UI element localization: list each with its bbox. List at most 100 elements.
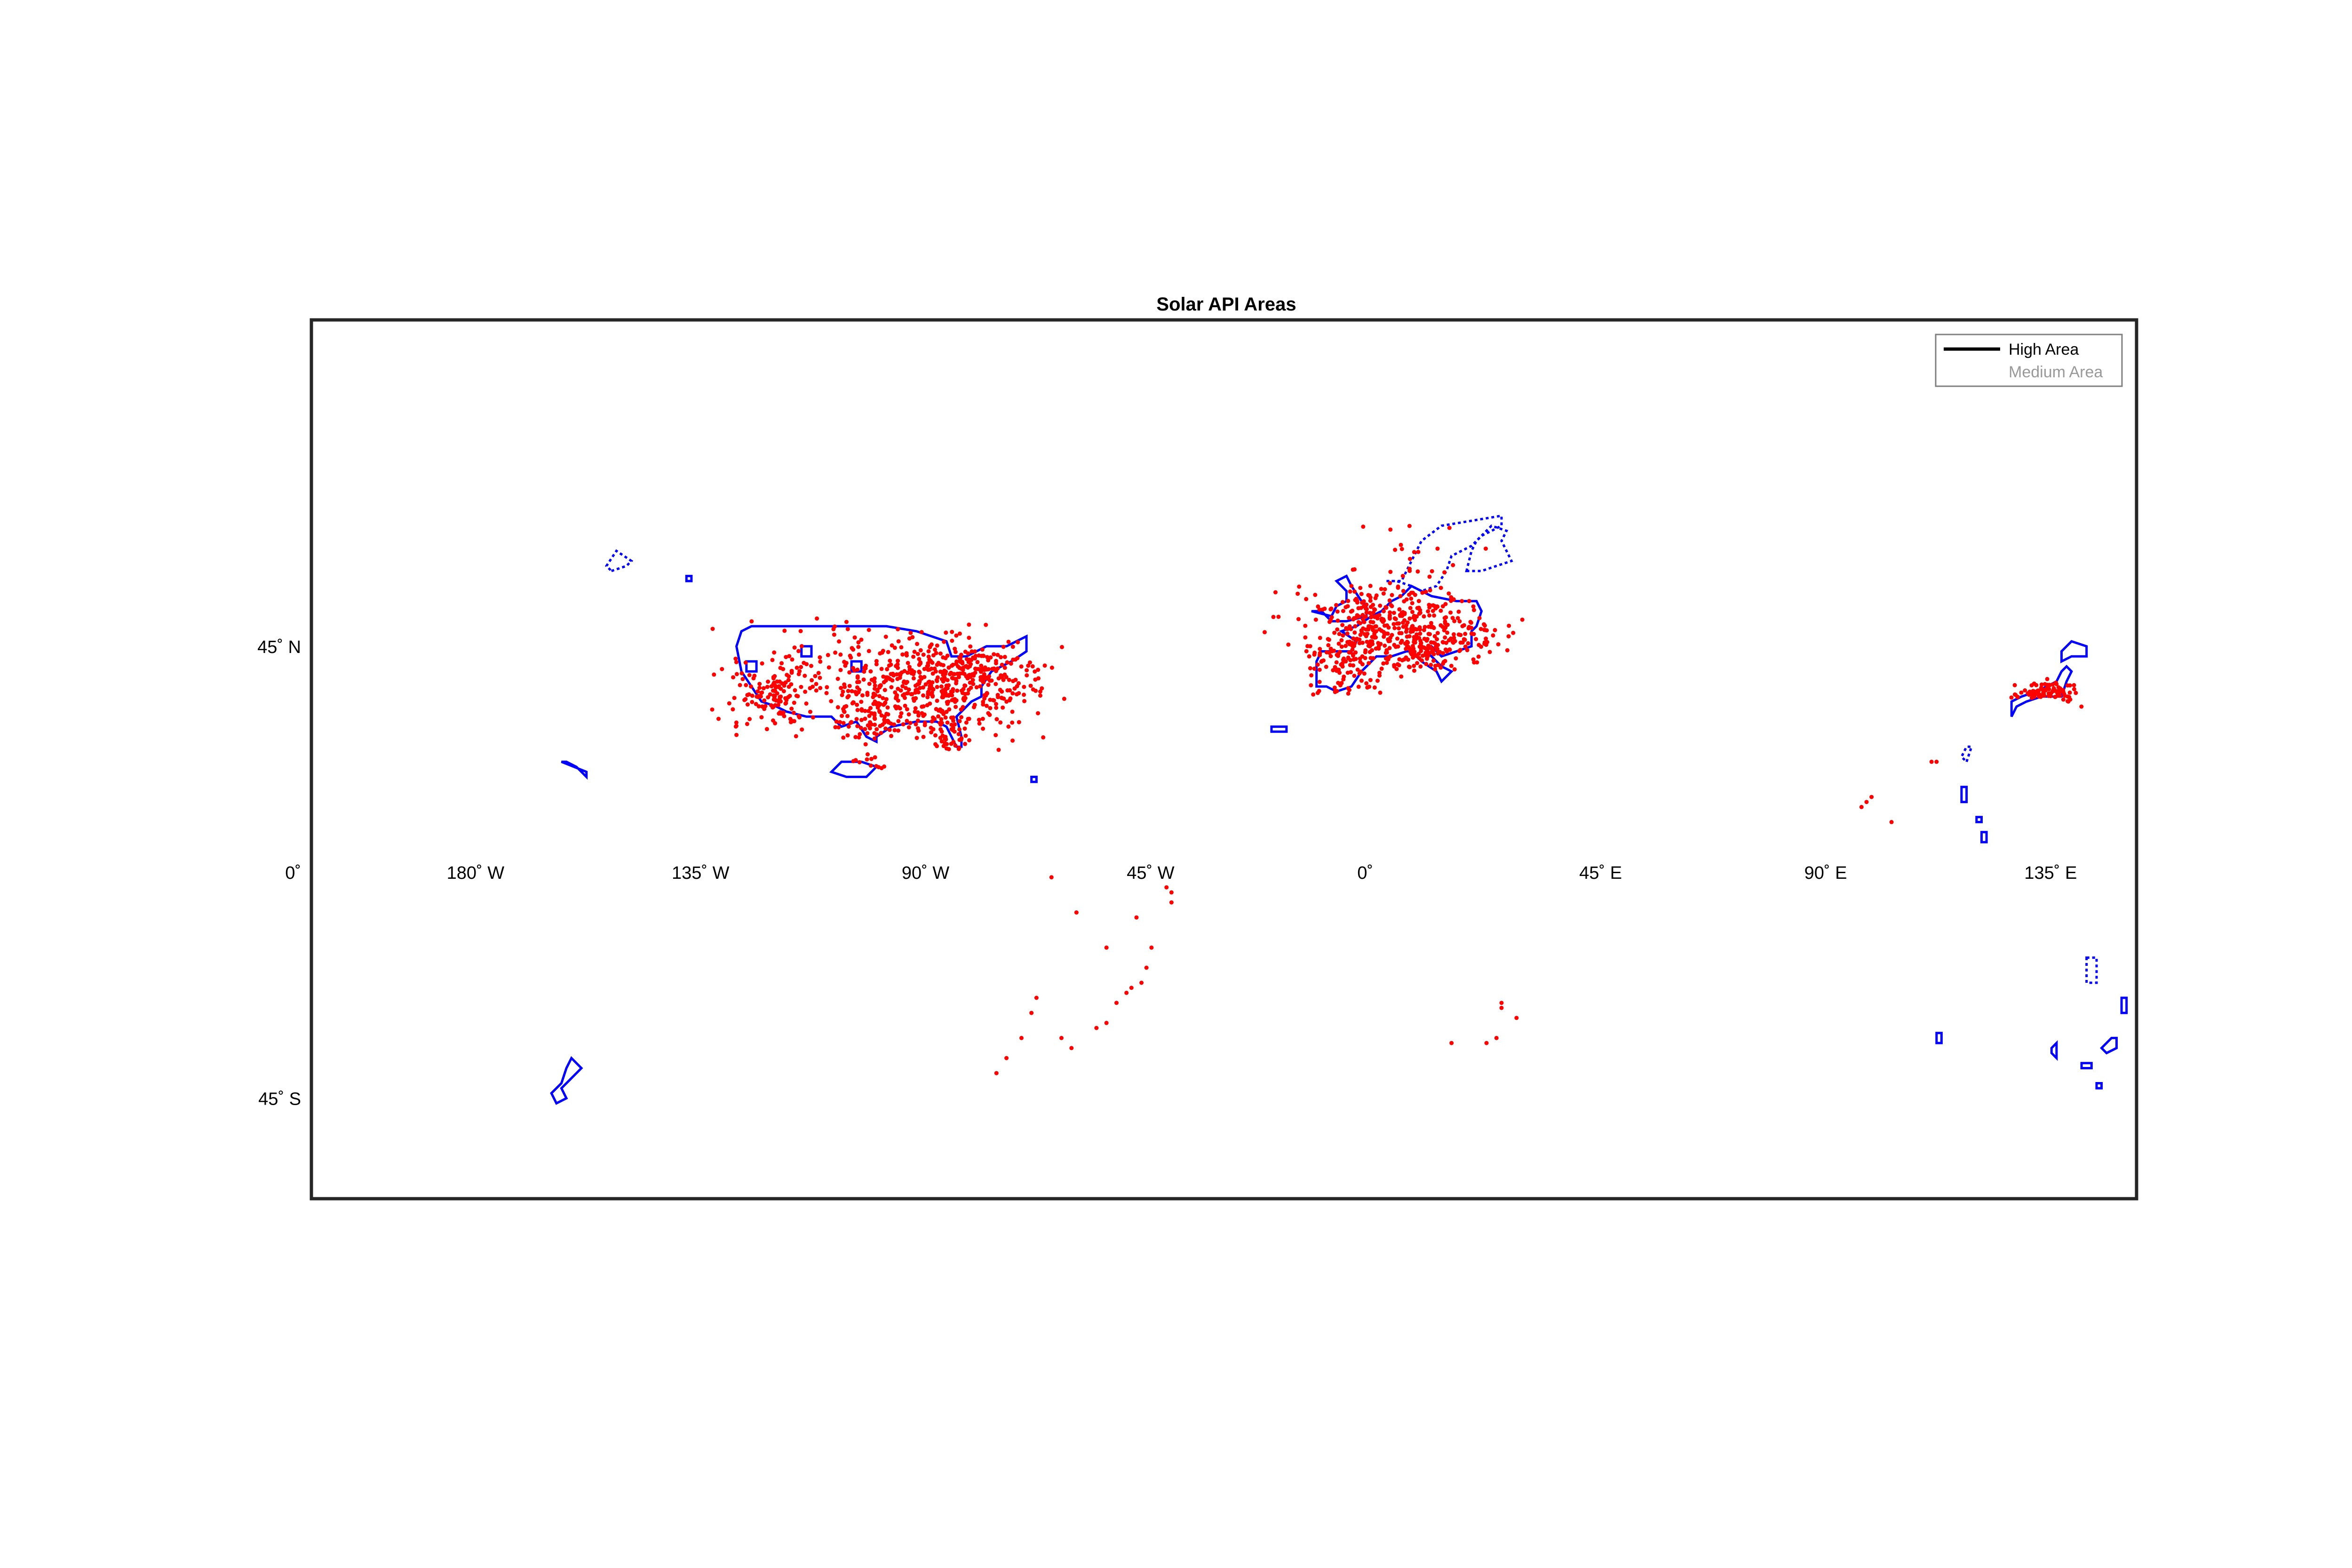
data-point-c6-50 <box>1435 637 1439 642</box>
data-point-c0-325 <box>884 697 889 701</box>
data-point-c2-66 <box>842 705 847 709</box>
data-point-c0-143 <box>1010 738 1015 743</box>
data-point-c0-407 <box>926 649 931 653</box>
data-point-c0-181 <box>1040 686 1044 691</box>
data-point-c0-365 <box>906 691 910 695</box>
data-point-c4-47 <box>734 660 739 664</box>
lon-tick-label-3: 45˚ W <box>1127 863 1174 883</box>
data-point-c1-98 <box>969 658 974 662</box>
data-point-c4-68 <box>815 616 819 621</box>
data-point-c6-367 <box>1393 645 1398 649</box>
data-point-c7-41 <box>1346 686 1351 691</box>
data-point-c2-39 <box>845 733 850 738</box>
data-point-c6-166 <box>1446 591 1451 596</box>
data-point-c0-296 <box>1028 660 1032 665</box>
data-point-c0-237 <box>953 722 957 727</box>
data-point-c6-233 <box>1398 594 1403 598</box>
data-point-c10-82 <box>2054 680 2058 685</box>
coverage-region-7 <box>1960 745 1973 764</box>
data-point-c0-54 <box>950 629 954 634</box>
data-point-c1-148 <box>944 684 949 688</box>
data-point-c2-30 <box>894 706 898 711</box>
data-point-c3-101 <box>762 707 767 711</box>
data-point-c0-82 <box>935 643 939 648</box>
data-point-17 <box>1004 1056 1009 1060</box>
data-point-10 <box>1129 986 1134 990</box>
data-point-c6-173 <box>1307 654 1311 659</box>
data-point-c6-262 <box>1328 618 1333 622</box>
data-point-c6-318 <box>1372 634 1377 639</box>
data-point-c2-71 <box>901 722 906 727</box>
data-point-c0-392 <box>896 666 900 670</box>
data-point-c0-249 <box>949 723 954 727</box>
data-point-c8-27 <box>1506 634 1511 639</box>
data-point-c1-156 <box>985 691 989 696</box>
data-point-c0-233 <box>896 627 900 631</box>
data-point-c1-104 <box>1036 676 1041 681</box>
data-point-c12-7 <box>857 760 862 764</box>
data-point-c2-7 <box>896 698 900 703</box>
data-point-c4-9 <box>789 682 794 687</box>
data-point-c5-39 <box>963 741 967 746</box>
data-point-28 <box>1859 804 1864 809</box>
data-point-c8-9 <box>1440 625 1445 629</box>
map-title: Solar API Areas <box>1156 294 1296 315</box>
data-point-c0-312 <box>846 689 850 693</box>
data-point-c5-10 <box>931 727 936 732</box>
data-point-c0-56 <box>859 717 864 722</box>
data-point-c10-68 <box>2067 690 2072 695</box>
data-point-c1-145 <box>930 661 935 665</box>
data-point-c0-166 <box>896 719 901 724</box>
data-point-c2-60 <box>853 735 858 740</box>
data-point-c0-67 <box>898 688 903 693</box>
data-point-c1-138 <box>950 676 954 680</box>
data-point-c9-49 <box>1443 647 1448 652</box>
data-point-c1-157 <box>992 652 996 657</box>
coverage-region-14 <box>2085 956 2098 984</box>
data-point-c3-95 <box>740 677 745 681</box>
data-point-c3-103 <box>743 697 748 701</box>
data-point-c1-97 <box>1011 679 1016 684</box>
data-point-c0-40 <box>1049 665 1054 670</box>
data-point-c0-43 <box>1036 711 1041 716</box>
data-point-c6-347 <box>1360 617 1365 621</box>
data-point-c7-25 <box>1339 645 1344 649</box>
data-point-12 <box>1114 1001 1119 1005</box>
data-point-c6-160 <box>1303 623 1308 628</box>
data-point-c8-5 <box>1460 599 1464 604</box>
data-point-c6-90 <box>1406 657 1410 662</box>
data-point-c0-16 <box>994 702 998 706</box>
data-point-c1-61 <box>1007 698 1012 703</box>
data-point-c0-154 <box>835 705 840 709</box>
data-point-c1-144 <box>1015 692 1019 697</box>
data-point-c6-52 <box>1452 619 1457 623</box>
data-point-c3-25 <box>745 702 750 707</box>
data-point-c4-29 <box>818 686 823 690</box>
data-point-c6-277 <box>1359 600 1364 605</box>
data-point-c7-26 <box>1367 661 1371 666</box>
data-point-c4-15 <box>710 707 715 712</box>
data-point-c3-45 <box>800 727 804 732</box>
data-point-c6-243 <box>1392 616 1397 621</box>
data-point-c11-26 <box>1361 525 1366 529</box>
data-point-c6-45 <box>1364 610 1369 615</box>
data-point-c0-287 <box>1006 639 1011 644</box>
data-point-c1-137 <box>1012 686 1017 691</box>
data-point-c1-130 <box>949 663 954 668</box>
data-point-c6-88 <box>1382 609 1386 613</box>
data-point-14 <box>1034 995 1039 1000</box>
data-point-c6-194 <box>1445 630 1450 635</box>
data-point-c5-15 <box>963 733 968 738</box>
data-point-c1-124 <box>986 667 991 671</box>
data-point-c6-376 <box>1384 648 1389 653</box>
data-point-c0-138 <box>985 703 989 708</box>
data-point-c6-195 <box>1401 589 1406 593</box>
data-point-c4-34 <box>832 632 836 637</box>
data-point-c1-55 <box>946 700 951 704</box>
data-point-c6-201 <box>1397 626 1401 631</box>
data-point-c1-112 <box>917 679 922 684</box>
data-point-c9-44 <box>1426 652 1431 656</box>
data-point-c6-263 <box>1336 641 1341 646</box>
data-point-c2-17 <box>846 724 851 729</box>
data-point-c4-31 <box>733 656 738 661</box>
